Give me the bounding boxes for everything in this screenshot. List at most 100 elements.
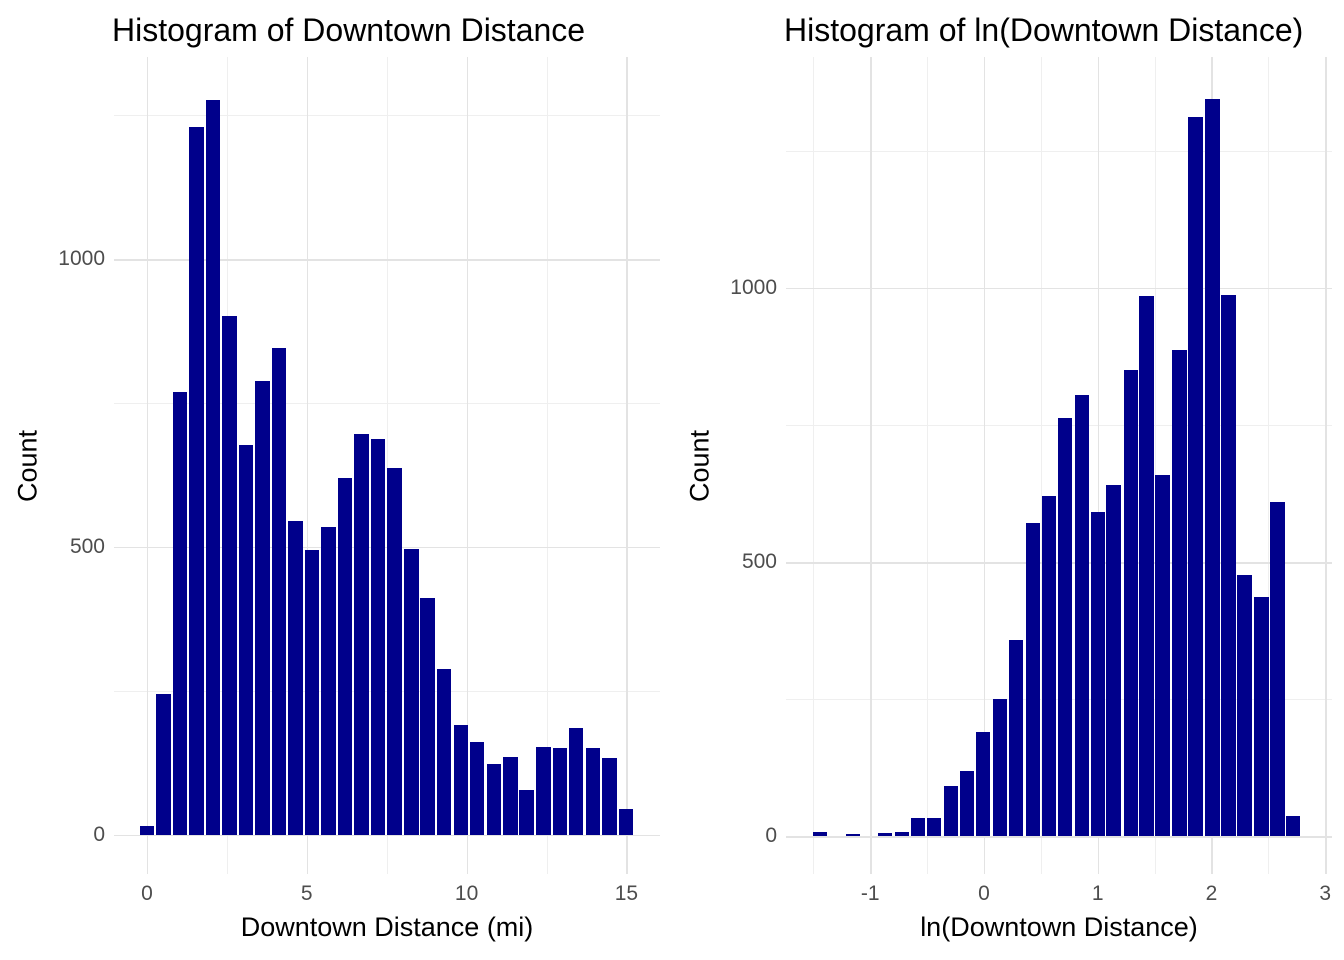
histogram-bar	[1221, 294, 1236, 837]
gridline-major-x	[146, 57, 149, 874]
histogram-bar	[1123, 370, 1138, 837]
chart-title: Histogram of ln(Downtown Distance)	[784, 12, 1304, 48]
histogram-bar	[959, 771, 974, 837]
histogram-bar	[877, 832, 893, 837]
gridline-minor-x	[546, 57, 548, 874]
histogram-bar	[1090, 511, 1105, 837]
histogram-bar	[255, 381, 270, 835]
x-tick-label: 0	[978, 882, 990, 905]
y-axis-title: Count	[12, 429, 43, 502]
gridline-major-x	[626, 57, 628, 874]
plot-panel	[114, 57, 660, 874]
histogram-bar	[1205, 98, 1220, 837]
gridline-minor-y	[114, 690, 660, 692]
histogram-bar	[1057, 417, 1072, 837]
gridline-minor-x	[927, 57, 929, 874]
x-tick-label: -1	[860, 882, 880, 905]
histogram-bar	[172, 391, 188, 835]
gridline-major-x	[1097, 57, 1100, 874]
gridline-minor-x	[1268, 57, 1270, 874]
histogram-bar	[519, 789, 534, 835]
histogram-bar	[568, 727, 584, 835]
histogram-bar	[845, 833, 861, 837]
histogram-bar	[189, 126, 204, 835]
gridline-major-x	[870, 57, 872, 874]
histogram-bar	[321, 526, 336, 835]
gridline-major-y	[114, 546, 660, 549]
histogram-bar	[304, 549, 320, 835]
histogram-bar	[1074, 394, 1089, 837]
histogram-bar	[271, 348, 287, 835]
gridline-major-y	[114, 259, 660, 261]
y-tick-label: 1000	[58, 247, 105, 271]
histogram-bar	[139, 826, 155, 835]
y-tick-label: 500	[741, 550, 777, 573]
histogram-bar	[894, 832, 910, 837]
y-axis-title: Count	[684, 429, 715, 502]
histogram-bar	[370, 438, 386, 835]
x-axis-title: Downtown Distance (mi)	[240, 912, 534, 942]
histogram-bar	[975, 731, 990, 837]
y-tick-label: 1000	[730, 275, 777, 299]
histogram-bar	[536, 747, 551, 835]
histogram-ln-downtown-distance: Histogram of ln(Downtown Distance) Count…	[672, 0, 1344, 960]
gridline-major-x	[983, 57, 986, 874]
gridline-major-y	[114, 834, 660, 837]
gridline-minor-y	[114, 403, 660, 405]
y-tick-label: 500	[69, 534, 105, 558]
histogram-bar	[1155, 474, 1170, 837]
histogram-bar	[337, 477, 353, 835]
histogram-bar	[812, 831, 828, 837]
histogram-bar	[1270, 502, 1285, 837]
histogram-bar	[205, 99, 221, 835]
histogram-bar	[943, 786, 959, 837]
x-tick-label: 1	[1091, 882, 1104, 905]
histogram-bar	[436, 669, 452, 835]
histogram-bar	[469, 741, 485, 835]
x-tick-label: 3	[1319, 882, 1332, 905]
histogram-bar	[156, 693, 171, 835]
histogram-bar	[1254, 596, 1269, 837]
histogram-bar	[222, 316, 237, 835]
gridline-minor-x	[813, 57, 815, 874]
x-tick-label: 15	[614, 882, 639, 905]
histogram-bar	[238, 445, 254, 835]
histogram-bar	[1008, 639, 1023, 837]
histogram-bar	[910, 818, 926, 837]
gridline-major-y	[786, 836, 1332, 838]
histogram-bar	[1188, 116, 1203, 837]
gridline-minor-x	[386, 57, 388, 874]
gridline-major-x	[306, 57, 309, 874]
gridline-minor-x	[1154, 57, 1156, 874]
histogram-bar	[926, 818, 942, 837]
histogram-bar	[1106, 485, 1121, 837]
histogram-bar	[1025, 523, 1040, 837]
histogram-bar	[453, 724, 469, 835]
histogram-bar	[1172, 349, 1187, 837]
histogram-bar	[602, 757, 617, 835]
histogram-downtown-distance: Histogram of Downtown Distance Count Dow…	[12, 12, 660, 942]
x-tick-label: 10	[454, 882, 479, 905]
x-axis-title: ln(Downtown Distance)	[920, 912, 1198, 942]
y-tick-label: 0	[93, 822, 105, 846]
gridline-minor-y	[786, 150, 1332, 152]
y-tick-label: 0	[765, 824, 777, 848]
x-tick-label: 0	[141, 882, 153, 905]
histogram-bar	[1041, 496, 1056, 837]
plot-panel	[786, 57, 1332, 874]
histogram-bar	[618, 808, 634, 835]
histogram-bar	[992, 699, 1007, 837]
gridline-major-y	[786, 287, 1332, 290]
gridline-major-x	[466, 57, 469, 874]
gridline-minor-y	[114, 115, 660, 117]
x-tick-label: 5	[300, 882, 313, 905]
gridline-minor-x	[1040, 57, 1042, 874]
chart-title: Histogram of Downtown Distance	[112, 12, 586, 48]
gridline-major-x	[1325, 57, 1327, 874]
histogram-bar	[1237, 575, 1252, 837]
histogram-bar	[503, 756, 518, 835]
x-tick-label: 2	[1205, 882, 1218, 905]
histogram-bar	[585, 748, 601, 835]
histogram-bar	[420, 597, 435, 835]
